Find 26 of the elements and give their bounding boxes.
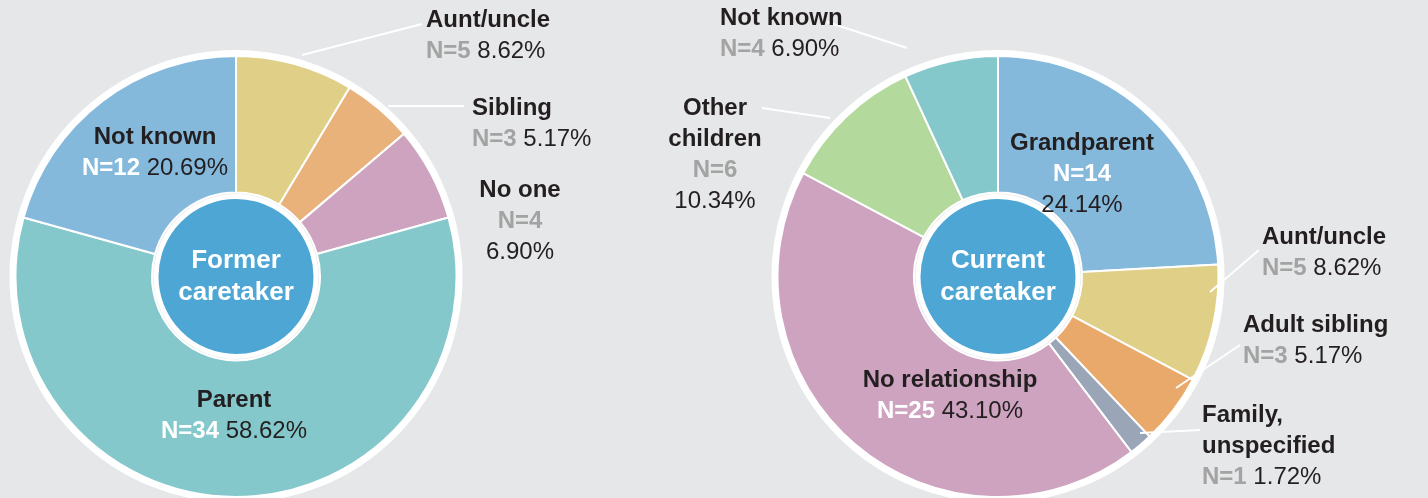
data-label: N=4 6.90% bbox=[720, 33, 840, 61]
data-label: N=1 1.72% bbox=[1202, 461, 1322, 489]
slice-label: Adult sibling bbox=[1243, 309, 1389, 337]
slice-label: Parent bbox=[196, 384, 272, 412]
slice-label: Not known bbox=[93, 121, 217, 149]
slice-label: Aunt/uncle bbox=[1262, 221, 1386, 249]
data-label: N=3 5.17% bbox=[472, 123, 592, 151]
data-label: N=25 43.10% bbox=[876, 395, 1024, 423]
slice-label: No relationship bbox=[862, 364, 1038, 392]
slice-label: Other children bbox=[668, 92, 762, 151]
text: Former caretaker bbox=[178, 243, 294, 306]
text: Current caretaker bbox=[940, 243, 1056, 306]
slice-label: Sibling bbox=[472, 92, 552, 120]
data-label: N=14 24.14% bbox=[1041, 158, 1123, 217]
slice-label: No one bbox=[479, 174, 561, 202]
data-label: N=34 58.62% bbox=[160, 415, 308, 443]
data-label: N=5 8.62% bbox=[1262, 252, 1382, 280]
slice-label: Grandparent bbox=[1009, 127, 1155, 155]
data-label: N=3 5.17% bbox=[1243, 340, 1363, 368]
data-label: N=6 10.34% bbox=[674, 154, 756, 213]
data-label: N=12 20.69% bbox=[81, 152, 229, 180]
data-label: N=4 6.90% bbox=[485, 205, 555, 264]
slice-label: Family, unspecified bbox=[1202, 399, 1336, 458]
slice-label: Not known bbox=[720, 2, 843, 30]
data-label: N=5 8.62% bbox=[426, 35, 546, 63]
slice-label: Aunt/uncle bbox=[426, 4, 550, 32]
